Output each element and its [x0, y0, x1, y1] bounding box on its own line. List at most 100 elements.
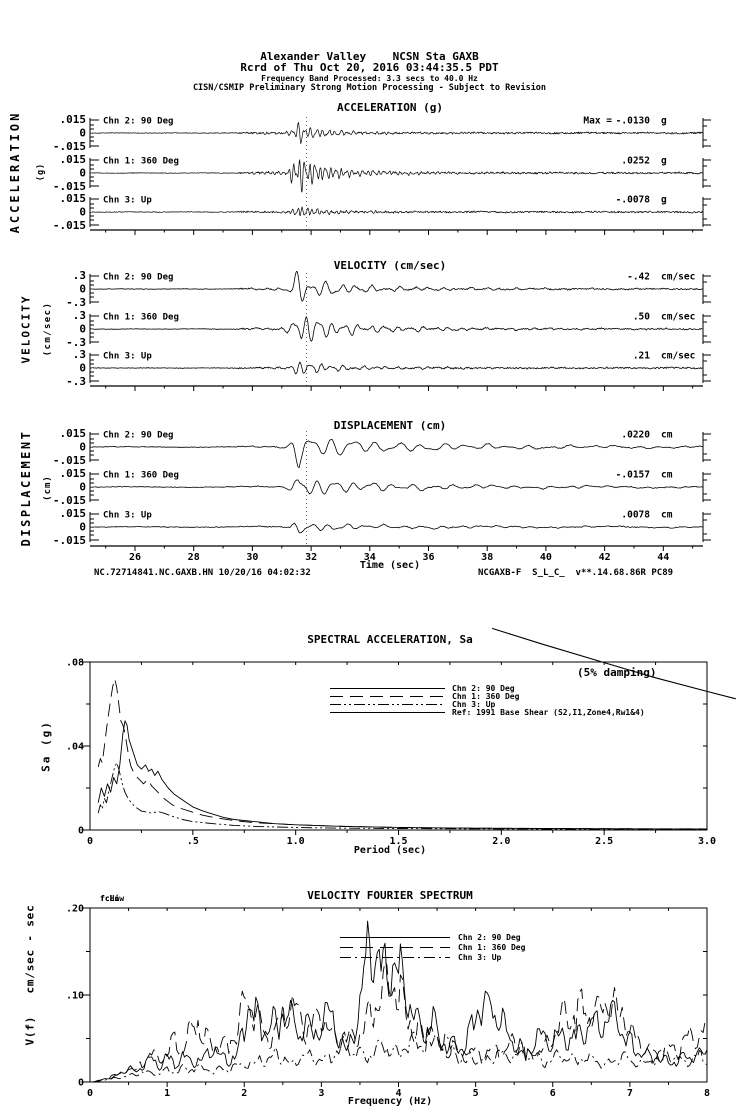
max-value: -.0078 — [616, 195, 651, 206]
legend-entry-label: Chn 2: 90 Deg — [458, 933, 521, 942]
scale-label-pos: .015 — [60, 427, 87, 440]
max-prefix: Max = — [583, 116, 612, 127]
scale-label-pos: .3 — [73, 269, 86, 282]
max-value: -.0130 — [616, 116, 651, 127]
scale-label-neg: -.3 — [66, 296, 86, 309]
left-scale-bracket — [89, 197, 99, 227]
sa-series-4 — [491, 627, 736, 700]
legend-entry-label: Chn 1: 360 Deg — [458, 943, 526, 952]
legend-entry-label: Chn 1: 360 Deg — [452, 692, 520, 701]
legend-entry-label: Chn 3: Up — [458, 953, 502, 962]
max-unit: g — [661, 195, 667, 206]
time-tick-label: 38 — [481, 552, 493, 563]
left-scale-bracket — [89, 472, 99, 502]
scale-label-neg: -.015 — [53, 454, 86, 467]
time-tick-label: 34 — [364, 552, 376, 563]
sa-ytick-label: .08 — [66, 658, 84, 669]
legend-entry-label: Chn 2: 90 Deg — [452, 684, 515, 693]
sa-xtick-label: 0 — [87, 836, 93, 847]
sa-xtick-label: 3.0 — [698, 836, 716, 847]
sa-xtick-label: 1.5 — [389, 836, 407, 847]
displacement-panel-title: DISPLACEMENT (cm) — [333, 419, 447, 432]
right-scale-bracket — [702, 432, 711, 462]
left-scale-bracket — [89, 158, 99, 188]
max-unit: cm/sec — [661, 272, 695, 283]
right-scale-bracket — [702, 158, 711, 188]
max-unit: cm/sec — [661, 312, 695, 323]
left-scale-bracket — [89, 432, 99, 462]
fc-low-marker-label: fcLow — [100, 894, 125, 903]
scale-label-zero: 0 — [79, 127, 86, 140]
vf-series-1 — [89, 920, 708, 1083]
acceleration-panel-title: ACCELERATION (g) — [337, 101, 443, 114]
scale-label-pos: .015 — [60, 507, 87, 520]
time-tick-label: 28 — [188, 552, 200, 563]
trace-acc-2 — [90, 159, 703, 193]
right-scale-bracket — [702, 353, 711, 383]
max-value: .21 — [633, 351, 650, 362]
channel-label: Chn 2: 90 Deg — [103, 431, 173, 441]
channel-label: Chn 1: 360 Deg — [103, 157, 179, 167]
vf-series-3 — [90, 1025, 708, 1083]
left-scale-bracket — [89, 512, 99, 542]
scale-label-zero: 0 — [79, 362, 86, 375]
left-scale-bracket — [89, 353, 99, 383]
fc-high-marker-label: fcHi — [100, 894, 120, 903]
frequency-band-note: Frequency Band Processed: 3.3 secs to 40… — [261, 74, 478, 83]
trace-acc-3 — [90, 206, 703, 217]
scale-label-zero: 0 — [79, 323, 86, 336]
sa-xtick-label: 2.5 — [595, 836, 613, 847]
vf-xtick-label: 1 — [164, 1088, 170, 1099]
scale-label-neg: -.015 — [53, 140, 86, 153]
time-tick-label: 44 — [657, 552, 669, 563]
max-unit: cm — [661, 430, 673, 441]
sa-series-3 — [97, 762, 707, 830]
channel-label: Chn 2: 90 Deg — [103, 273, 173, 283]
vf-xtick-label: 4 — [395, 1088, 401, 1099]
right-scale-bracket — [702, 274, 711, 304]
record-time: Rcrd of Thu Oct 20, 2016 03:44:35.5 PDT — [240, 61, 499, 74]
scale-label-zero: 0 — [79, 283, 86, 296]
fourier-plot-title: VELOCITY FOURIER SPECTRUM — [307, 889, 473, 902]
max-unit: g — [661, 156, 667, 167]
max-unit: cm — [661, 470, 673, 481]
left-scale-bracket — [89, 118, 99, 148]
trace-dis-2 — [90, 479, 704, 495]
scale-label-pos: .3 — [73, 309, 86, 322]
vf-ytick-label: .10 — [66, 991, 84, 1002]
processing-footnote: NCGAXB-F S_L_C_ v**.14.68.86R PC89 — [478, 568, 674, 578]
scale-label-neg: -.015 — [53, 219, 86, 232]
vf-xtick-label: 8 — [704, 1088, 710, 1099]
sa-series-2 — [97, 678, 708, 830]
trace-dis-3 — [90, 522, 703, 534]
vf-xtick-label: 0 — [87, 1088, 93, 1099]
channel-label: Chn 3: Up — [103, 511, 152, 521]
max-value: -.42 — [627, 272, 650, 283]
max-value: .0078 — [621, 510, 650, 521]
plot-frame — [82, 661, 708, 835]
channel-label: Chn 1: 360 Deg — [103, 313, 179, 323]
scale-label-neg: -.015 — [53, 494, 86, 507]
time-tick-label: 36 — [422, 552, 434, 563]
scale-label-neg: -.015 — [53, 534, 86, 547]
scale-label-zero: 0 — [79, 441, 86, 454]
left-scale-bracket — [89, 274, 99, 304]
scale-label-pos: .3 — [73, 348, 86, 361]
channel-label: Chn 2: 90 Deg — [103, 117, 173, 127]
rect — [89, 907, 708, 1083]
right-scale-bracket — [702, 512, 711, 542]
legend-entry-label: Chn 3: Up — [452, 700, 496, 709]
sa-series-1 — [97, 720, 707, 830]
vf-xtick-label: 2 — [241, 1088, 247, 1099]
max-value: .0220 — [621, 430, 650, 441]
scale-label-zero: 0 — [79, 167, 86, 180]
record-id-footnote: NC.72714841.NC.GAXB.HN 10/20/16 04:02:32 — [94, 568, 311, 578]
max-value: .0252 — [621, 156, 650, 167]
max-value: -.0157 — [616, 470, 650, 481]
